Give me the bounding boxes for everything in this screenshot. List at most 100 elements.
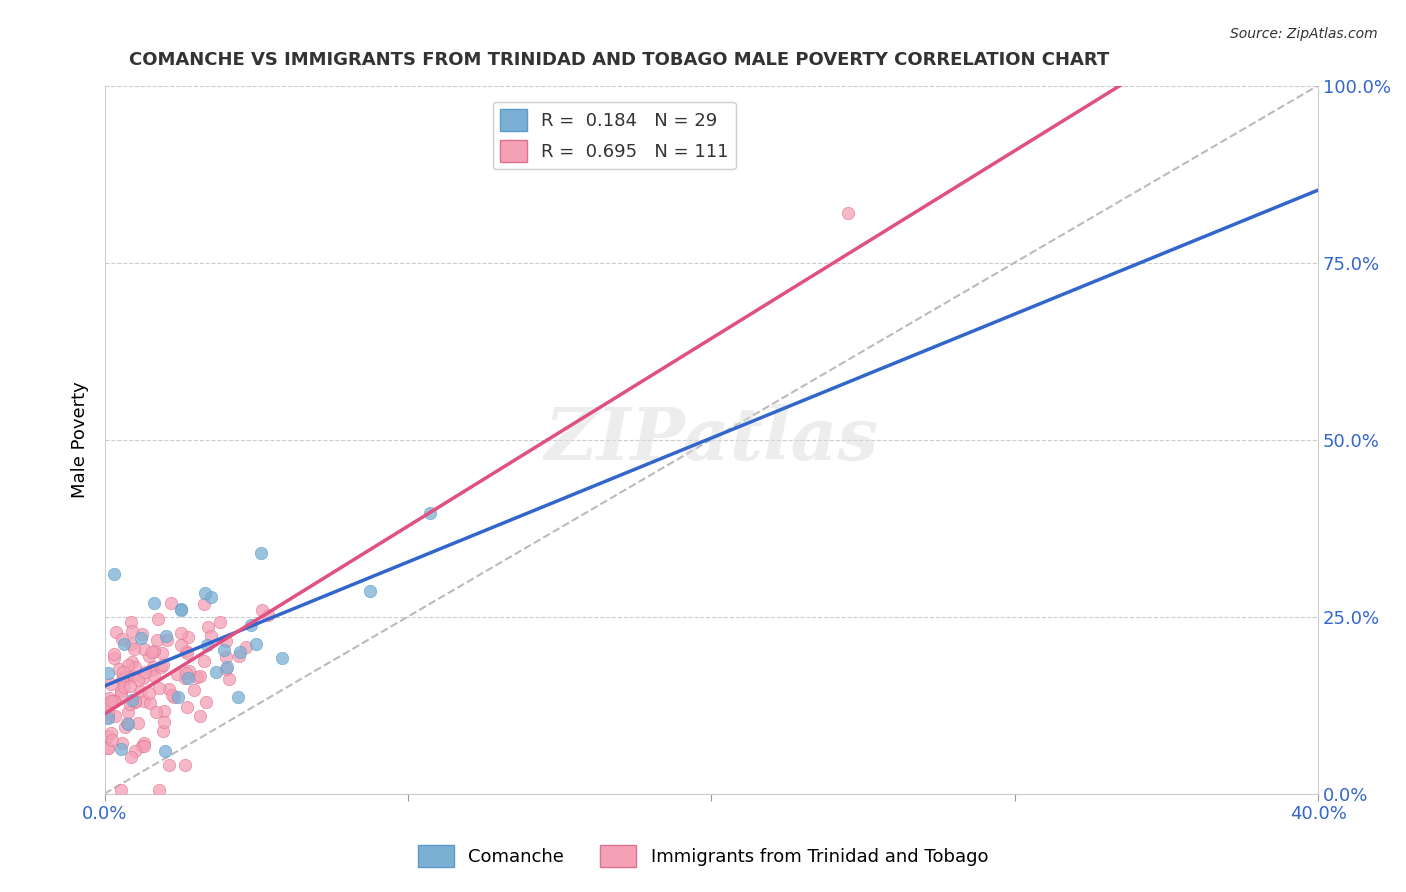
Immigrants from Trinidad and Tobago <box>174 665 197 680</box>
Immigrants from Trinidad and Tobago <box>115 671 138 685</box>
Immigrants from Trinidad and Tobago <box>138 696 160 710</box>
Immigrants from Trinidad and Tobago <box>120 637 142 651</box>
Immigrants from Trinidad and Tobago <box>186 670 208 684</box>
Immigrants from Trinidad and Tobago <box>115 716 138 731</box>
Comanche <box>153 744 176 758</box>
Immigrants from Trinidad and Tobago <box>160 688 183 702</box>
Immigrants from Trinidad and Tobago <box>100 726 122 740</box>
Immigrants from Trinidad and Tobago <box>148 612 170 626</box>
Immigrants from Trinidad and Tobago <box>124 694 146 708</box>
Comanche <box>271 651 294 665</box>
Immigrants from Trinidad and Tobago <box>142 669 165 683</box>
Immigrants from Trinidad and Tobago <box>142 659 165 673</box>
Immigrants from Trinidad and Tobago <box>169 639 191 653</box>
Immigrants from Trinidad and Tobago <box>121 655 143 669</box>
Immigrants from Trinidad and Tobago <box>177 630 200 644</box>
Immigrants from Trinidad and Tobago <box>96 696 118 710</box>
Immigrants from Trinidad and Tobago <box>145 705 167 719</box>
Immigrants from Trinidad and Tobago <box>173 671 195 685</box>
Immigrants from Trinidad and Tobago <box>176 699 198 714</box>
Comanche <box>166 690 188 704</box>
Legend: Comanche, Immigrants from Trinidad and Tobago: Comanche, Immigrants from Trinidad and T… <box>411 838 995 874</box>
Immigrants from Trinidad and Tobago <box>124 695 146 709</box>
Comanche <box>117 716 139 731</box>
Immigrants from Trinidad and Tobago <box>146 632 169 647</box>
Comanche <box>96 666 118 681</box>
Immigrants from Trinidad and Tobago <box>98 690 121 705</box>
Immigrants from Trinidad and Tobago <box>208 615 231 630</box>
Immigrants from Trinidad and Tobago <box>134 693 156 707</box>
Immigrants from Trinidad and Tobago <box>153 715 176 730</box>
Immigrants from Trinidad and Tobago <box>138 649 160 664</box>
Immigrants from Trinidad and Tobago <box>166 667 188 681</box>
Immigrants from Trinidad and Tobago <box>141 663 163 677</box>
Immigrants from Trinidad and Tobago <box>124 659 146 673</box>
Immigrants from Trinidad and Tobago <box>152 658 174 673</box>
Immigrants from Trinidad and Tobago <box>105 624 128 639</box>
Immigrants from Trinidad and Tobago <box>96 741 118 756</box>
Comanche <box>121 693 143 707</box>
Immigrants from Trinidad and Tobago <box>163 690 186 705</box>
Immigrants from Trinidad and Tobago <box>110 736 132 750</box>
Immigrants from Trinidad and Tobago <box>110 683 132 698</box>
Immigrants from Trinidad and Tobago <box>148 783 170 797</box>
Comanche <box>96 711 118 725</box>
Immigrants from Trinidad and Tobago <box>837 206 859 220</box>
Immigrants from Trinidad and Tobago <box>228 649 250 664</box>
Immigrants from Trinidad and Tobago <box>138 686 160 700</box>
Immigrants from Trinidad and Tobago <box>129 683 152 698</box>
Immigrants from Trinidad and Tobago <box>96 709 118 723</box>
Immigrants from Trinidad and Tobago <box>131 672 153 686</box>
Immigrants from Trinidad and Tobago <box>112 680 135 694</box>
Comanche <box>250 545 273 559</box>
Immigrants from Trinidad and Tobago <box>195 696 218 710</box>
Comanche <box>200 590 222 604</box>
Immigrants from Trinidad and Tobago <box>120 615 142 630</box>
Immigrants from Trinidad and Tobago <box>257 607 280 622</box>
Immigrants from Trinidad and Tobago <box>141 645 163 659</box>
Comanche <box>176 671 198 685</box>
Comanche <box>103 566 125 581</box>
Immigrants from Trinidad and Tobago <box>134 665 156 679</box>
Immigrants from Trinidad and Tobago <box>197 620 219 634</box>
Immigrants from Trinidad and Tobago <box>143 644 166 658</box>
Comanche <box>217 659 239 673</box>
Immigrants from Trinidad and Tobago <box>100 694 122 708</box>
Immigrants from Trinidad and Tobago <box>150 646 173 660</box>
Immigrants from Trinidad and Tobago <box>156 632 179 647</box>
Immigrants from Trinidad and Tobago <box>100 677 122 691</box>
Comanche <box>112 636 135 650</box>
Immigrants from Trinidad and Tobago <box>121 624 143 638</box>
Immigrants from Trinidad and Tobago <box>103 651 125 665</box>
Comanche <box>212 643 235 657</box>
Immigrants from Trinidad and Tobago <box>111 665 134 679</box>
Immigrants from Trinidad and Tobago <box>120 679 142 693</box>
Immigrants from Trinidad and Tobago <box>117 706 139 720</box>
Legend: R =  0.184   N = 29, R =  0.695   N = 111: R = 0.184 N = 29, R = 0.695 N = 111 <box>492 102 735 169</box>
Immigrants from Trinidad and Tobago <box>193 597 215 611</box>
Comanche <box>194 586 217 600</box>
Text: COMANCHE VS IMMIGRANTS FROM TRINIDAD AND TOBAGO MALE POVERTY CORRELATION CHART: COMANCHE VS IMMIGRANTS FROM TRINIDAD AND… <box>129 51 1109 69</box>
Comanche <box>155 629 177 643</box>
Immigrants from Trinidad and Tobago <box>152 724 174 739</box>
Immigrants from Trinidad and Tobago <box>160 596 183 610</box>
Immigrants from Trinidad and Tobago <box>103 694 125 708</box>
Immigrants from Trinidad and Tobago <box>214 650 236 665</box>
Immigrants from Trinidad and Tobago <box>183 683 205 698</box>
Immigrants from Trinidad and Tobago <box>132 641 155 656</box>
Comanche <box>245 637 267 651</box>
Immigrants from Trinidad and Tobago <box>235 640 257 654</box>
Immigrants from Trinidad and Tobago <box>108 662 131 676</box>
Comanche <box>229 645 252 659</box>
Comanche <box>170 603 193 617</box>
Immigrants from Trinidad and Tobago <box>97 705 120 719</box>
Immigrants from Trinidad and Tobago <box>124 744 146 758</box>
Comanche <box>359 584 381 599</box>
Immigrants from Trinidad and Tobago <box>112 672 135 686</box>
Immigrants from Trinidad and Tobago <box>103 648 125 662</box>
Immigrants from Trinidad and Tobago <box>159 758 181 772</box>
Immigrants from Trinidad and Tobago <box>193 654 215 668</box>
Comanche <box>419 506 441 520</box>
Immigrants from Trinidad and Tobago <box>188 709 211 723</box>
Immigrants from Trinidad and Tobago <box>110 687 132 701</box>
